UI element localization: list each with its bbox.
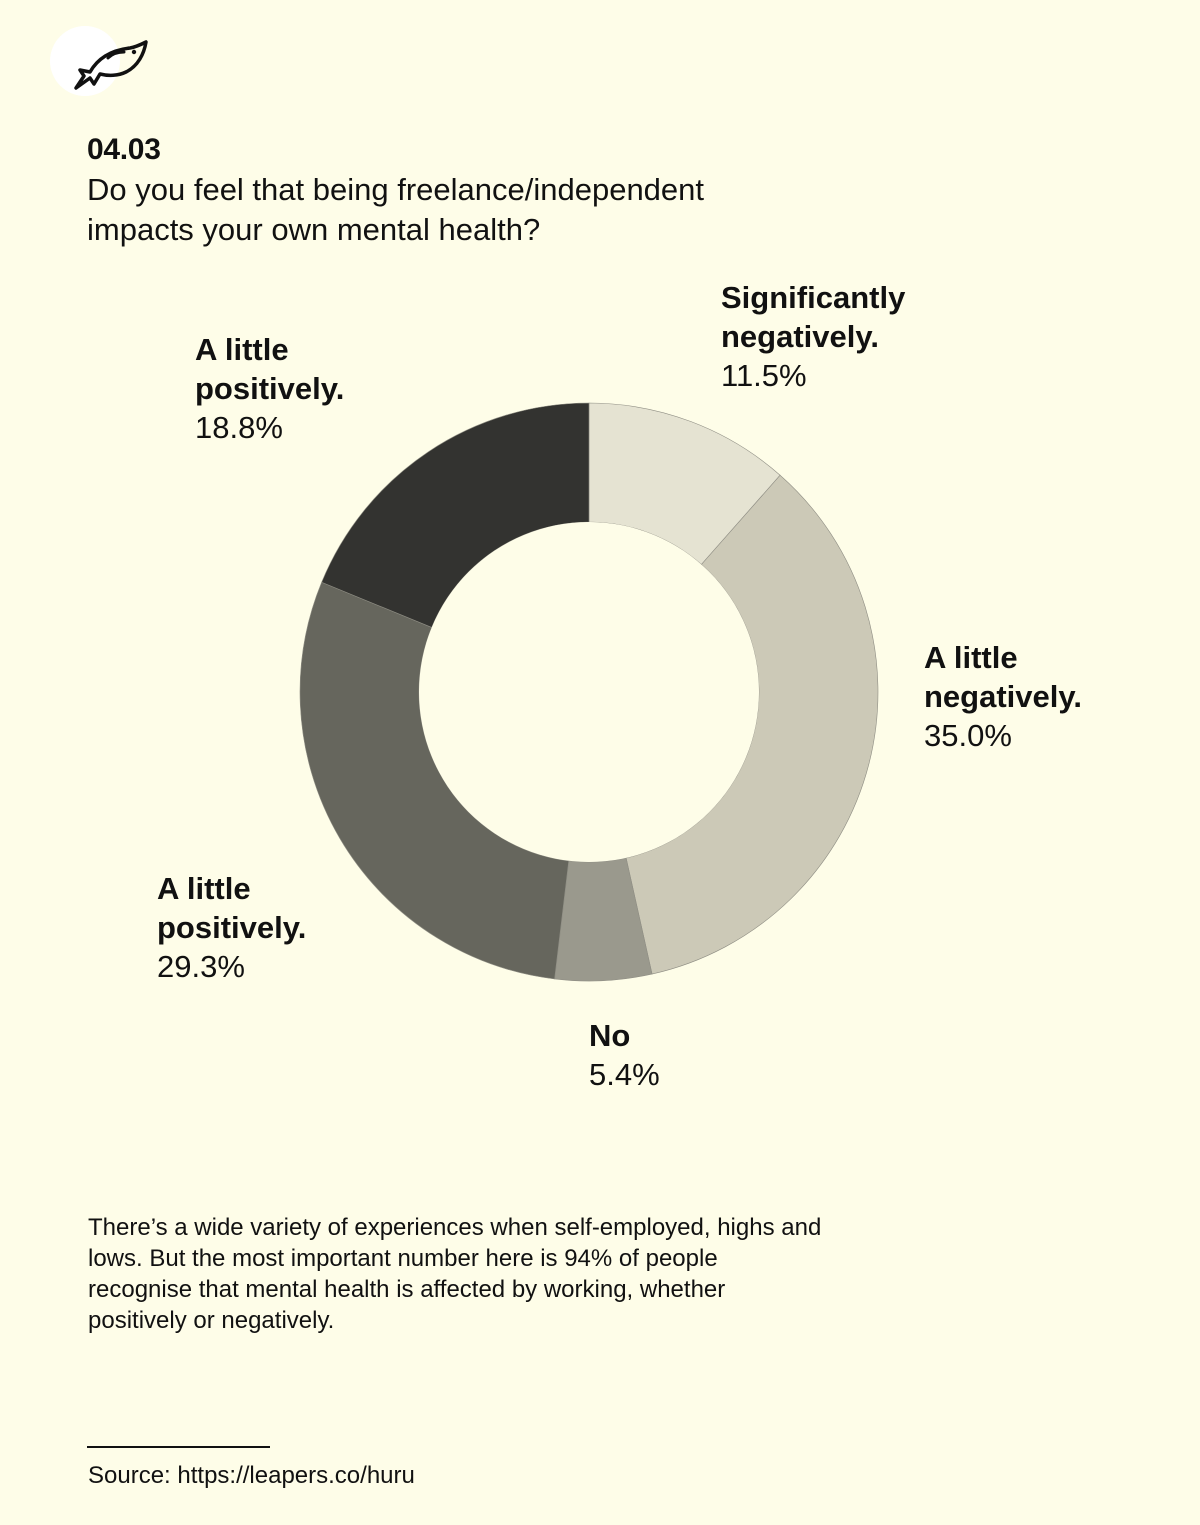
slice-name: A little positively. [195,332,345,406]
slice-percent: 11.5% [721,358,807,393]
slice-name: A little negatively. [924,640,1082,714]
slice-label-significantly-negatively: Significantly negatively. 11.5% [721,278,921,395]
donut-hole [419,522,759,862]
source-text: Source: https://leapers.co/huru [88,1462,415,1489]
slice-label-a-little-positively-upper: A little positively. 18.8% [195,330,395,447]
slice-label-no: No 5.4% [589,1016,789,1094]
slice-label-a-little-positively-lower: A little positively. 29.3% [157,869,357,986]
slice-percent: 18.8% [195,410,283,445]
slice-percent: 5.4% [589,1057,660,1092]
slice-name: A little positively. [157,871,307,945]
slice-name: No [589,1018,631,1053]
slice-percent: 29.3% [157,949,245,984]
description-text: There’s a wide variety of experiences wh… [88,1214,822,1334]
slice-label-a-little-negatively: A little negatively. 35.0% [924,638,1124,755]
slice-name: Significantly negatively. [721,280,906,354]
slice-percent: 35.0% [924,718,1012,753]
fish-icon [74,40,148,90]
logo [50,26,148,96]
page-title: Do you feel that being freelance/indepen… [87,172,705,247]
divider [87,1446,270,1448]
question-number: 04.03 [87,133,161,166]
donut-chart [299,402,879,982]
